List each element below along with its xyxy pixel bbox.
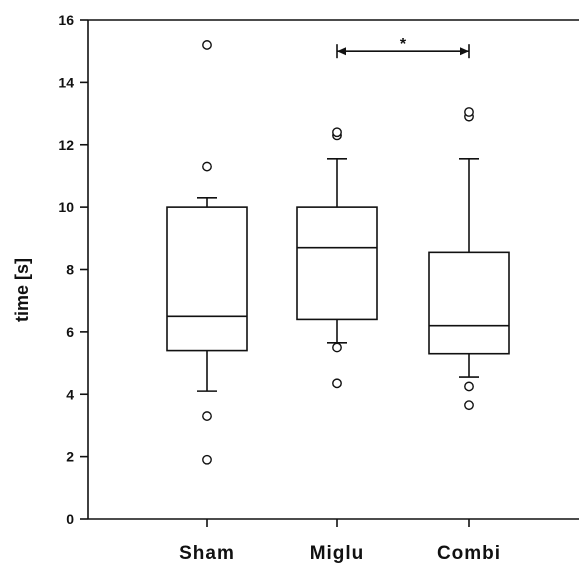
- x-category-label: Miglu: [310, 543, 365, 564]
- significance-bracket: *: [336, 36, 470, 59]
- x-category-label: Sham: [179, 543, 235, 564]
- y-tick-label: 10: [58, 199, 74, 215]
- y-axis-label: time [s]: [12, 258, 32, 322]
- outlier-point: [202, 454, 212, 465]
- outlier-point: [202, 40, 212, 50]
- box-combi: [428, 107, 510, 411]
- box-miglu: [296, 127, 378, 389]
- box-series: [166, 40, 510, 465]
- outlier-point: [202, 411, 212, 421]
- outlier-point: [464, 400, 474, 411]
- x-category-label: Combi: [437, 543, 501, 564]
- bracket-left-arrow: [337, 47, 346, 56]
- y-tick-label: 6: [66, 324, 74, 340]
- y-tick-label: 8: [66, 262, 74, 278]
- y-tick-label: 14: [58, 74, 74, 90]
- outlier-point: [332, 342, 342, 353]
- y-tick-label: 0: [66, 511, 74, 527]
- outlier-point: [202, 161, 212, 172]
- outlier-point: [332, 378, 342, 389]
- interquartile-box: [166, 206, 248, 352]
- interquartile-box: [296, 206, 378, 321]
- interquartile-box: [428, 251, 510, 355]
- y-tick-label: 4: [66, 386, 74, 402]
- outlier-point: [464, 381, 474, 392]
- box-sham: [166, 40, 248, 465]
- significance-label: *: [400, 36, 407, 53]
- y-tick-label: 16: [58, 12, 74, 28]
- axes: 0 2 4 6 8 10 12 14 16 Sham Miglu Combi: [58, 12, 579, 564]
- y-tick-label: 2: [66, 449, 74, 465]
- bracket-right-arrow: [460, 47, 469, 56]
- outlier-point: [332, 127, 342, 138]
- outlier-point: [464, 107, 474, 117]
- y-tick-label: 12: [58, 137, 74, 153]
